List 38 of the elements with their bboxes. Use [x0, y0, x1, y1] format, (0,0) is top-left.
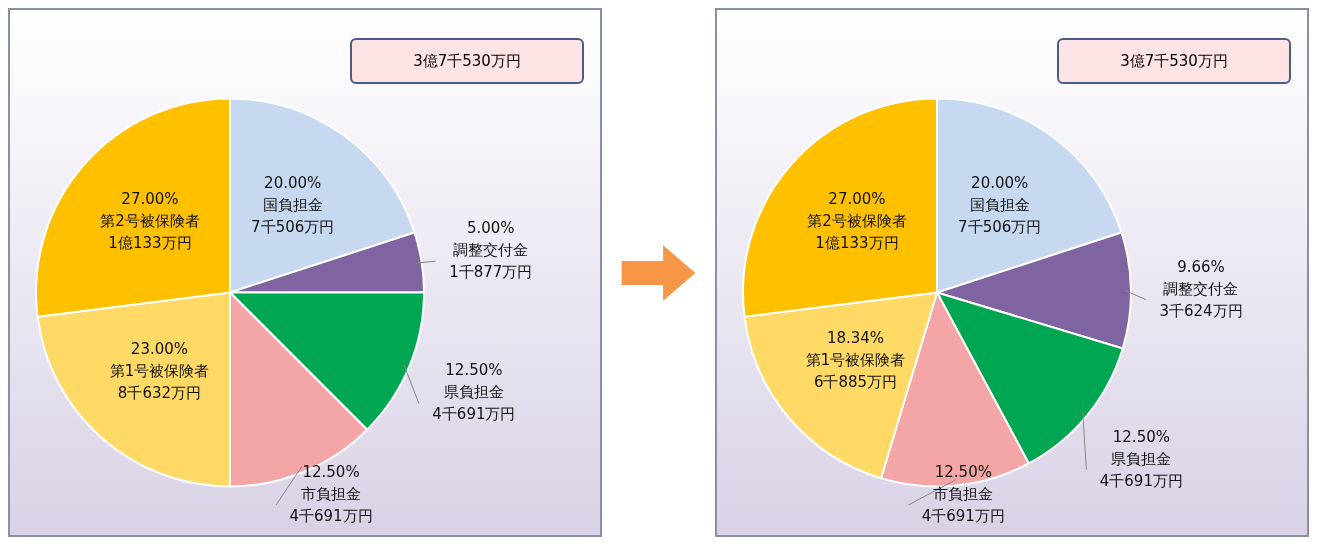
data-label: 12.50% [302, 462, 360, 481]
data-label: 12.50% [1112, 427, 1170, 446]
text: 3千624万円 [1159, 301, 1243, 320]
data-label: 18.34% [826, 329, 885, 348]
slice-label: 第1号被保険者 [805, 351, 906, 370]
slice-label: 第2号被保険者 [100, 211, 200, 230]
slice-label: 第1号被保険者 [109, 362, 210, 381]
text: 7千506万円 [958, 218, 1042, 237]
slice-label: 国負担金 [969, 196, 1030, 215]
text: 4千691万円 [432, 405, 516, 424]
data-label: 5.00% [466, 219, 515, 238]
slice-label: 第2号被保険者 [807, 211, 907, 230]
data-label: 12.50% [934, 462, 992, 481]
slice-label: 国負担金 [262, 196, 323, 215]
chart-title: 3億7千530万円 [1057, 38, 1291, 84]
text: 4千691万円 [921, 506, 1005, 525]
slice-label: 調整交付金 [1163, 279, 1239, 298]
chart-title: 3億7千530万円 [350, 38, 584, 84]
data-label: 20.00% [264, 174, 322, 193]
slice-label: 市負担金 [933, 484, 994, 503]
data-label: 27.00% [121, 189, 179, 208]
text: 8千632万円 [117, 384, 202, 403]
data-label: 9.66% [1177, 257, 1225, 276]
text: 1億133万円 [108, 233, 192, 252]
text: 1億133万円 [815, 233, 899, 252]
data-label: 12.50% [445, 361, 503, 380]
data-label: 27.00% [828, 189, 886, 208]
text: 4千691万円 [289, 506, 373, 525]
text: 6千885万円 [813, 373, 898, 392]
data-label: 20.00% [971, 174, 1029, 193]
slice-label: 市負担金 [301, 484, 362, 503]
slice-label: 調整交付金 [453, 241, 529, 260]
text: 4千691万円 [1099, 471, 1183, 490]
slice-label: 県負担金 [1111, 449, 1172, 468]
data-label: 23.00% [130, 340, 189, 359]
slice-label: 県負担金 [443, 383, 504, 402]
text: 1千877万円 [449, 263, 533, 282]
text: 7千506万円 [251, 218, 335, 237]
